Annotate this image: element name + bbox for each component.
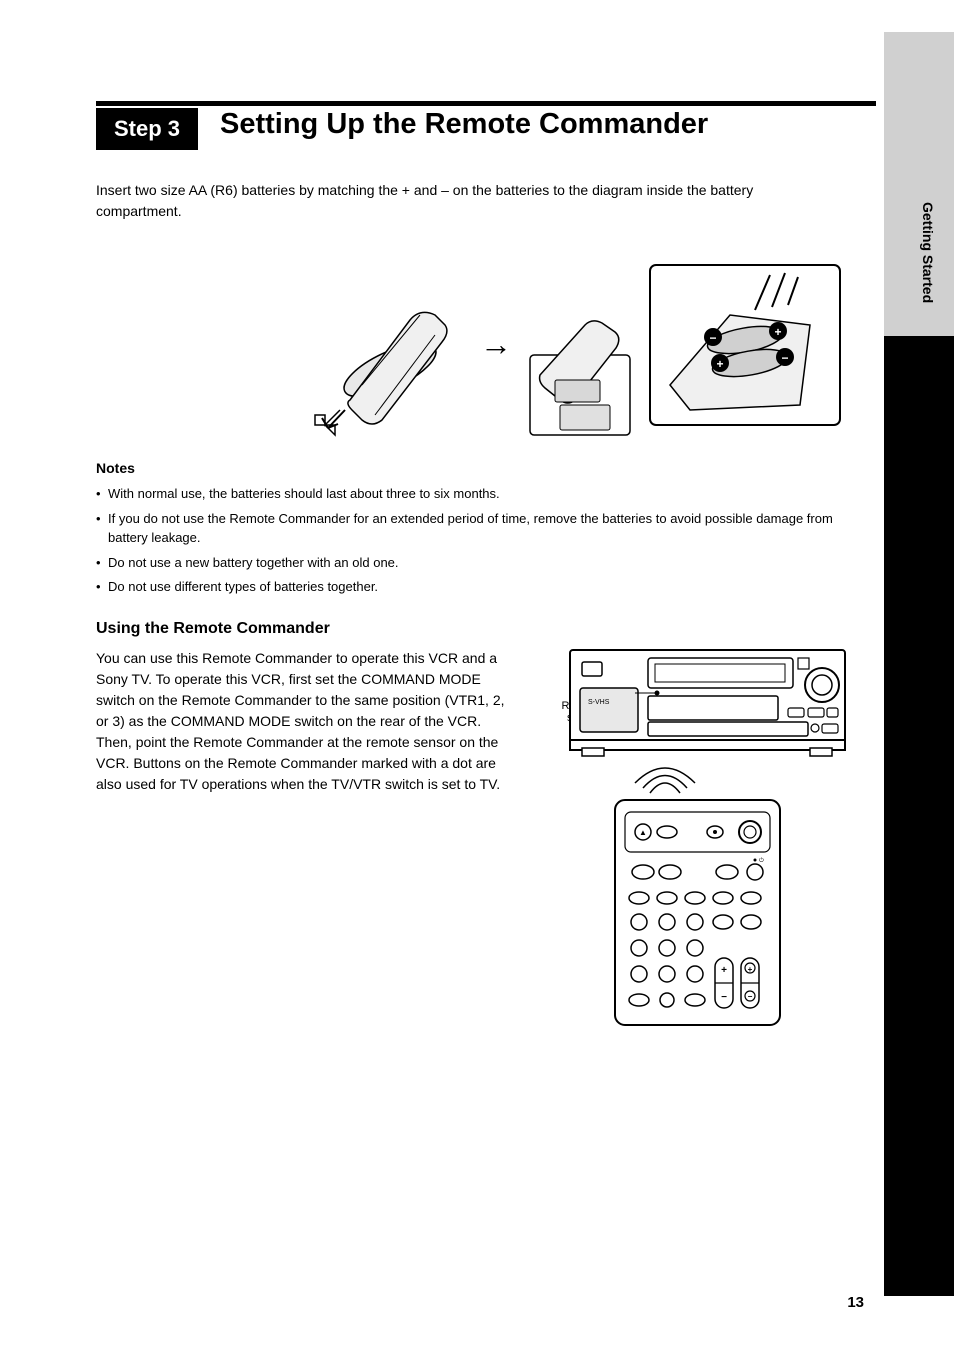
- side-tab-dark: [884, 336, 954, 1296]
- vcr-remote-illustration: S-VHS: [560, 640, 860, 1030]
- using-text: You can use this Remote Commander to ope…: [96, 648, 516, 795]
- svg-text:+: +: [748, 965, 753, 974]
- page-number: 13: [847, 1294, 864, 1311]
- arrow-icon: →: [480, 326, 512, 362]
- note-item: Do not use a new battery together with a…: [96, 553, 856, 573]
- svg-text:−: −: [781, 351, 788, 365]
- battery-insertion-illustration: → − + +: [300, 260, 860, 440]
- notes-heading: Notes: [96, 460, 856, 476]
- side-tab-label: Getting Started: [920, 202, 936, 303]
- note-item: If you do not use the Remote Commander f…: [96, 509, 856, 548]
- header-rule: [96, 101, 876, 106]
- svg-text:+: +: [721, 965, 727, 976]
- intro-paragraph: Insert two size AA (R6) batteries by mat…: [96, 180, 816, 222]
- vcr-remote-diagram: S-VHS: [560, 640, 860, 1030]
- note-item: Do not use different types of batteries …: [96, 577, 856, 597]
- svg-text:S-VHS: S-VHS: [588, 699, 610, 706]
- battery-diagram: → − + +: [300, 260, 860, 440]
- page-title: Setting Up the Remote Commander: [220, 108, 708, 141]
- notes-list: With normal use, the batteries should la…: [96, 484, 856, 597]
- svg-text:−: −: [709, 331, 716, 345]
- svg-text:▲: ▲: [639, 828, 647, 837]
- step-label: Step 3: [96, 108, 198, 150]
- using-section: Using the Remote Commander You can use t…: [96, 620, 516, 795]
- svg-text:+: +: [774, 325, 781, 339]
- using-heading: Using the Remote Commander: [96, 620, 516, 638]
- notes-section: Notes With normal use, the batteries sho…: [96, 460, 856, 602]
- svg-text:−: −: [748, 992, 753, 1001]
- svg-text:−: −: [721, 992, 727, 1003]
- side-tab-light: Getting Started: [884, 32, 954, 336]
- svg-text:+: +: [716, 357, 723, 371]
- svg-text:⏻: ⏻: [759, 857, 764, 864]
- page-container: Getting Started Step 3 Setting Up the Re…: [0, 0, 954, 1351]
- note-item: With normal use, the batteries should la…: [96, 484, 856, 504]
